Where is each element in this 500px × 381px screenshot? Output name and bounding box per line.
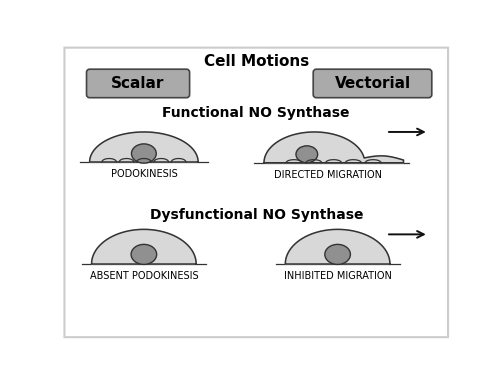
Polygon shape [92,229,196,264]
FancyBboxPatch shape [313,69,432,98]
Polygon shape [90,132,198,162]
Text: INHIBITED MIGRATION: INHIBITED MIGRATION [284,271,392,281]
FancyBboxPatch shape [86,69,190,98]
Polygon shape [264,132,404,163]
Ellipse shape [296,146,318,163]
Text: Vectorial: Vectorial [334,76,410,91]
Ellipse shape [132,144,156,163]
Text: PODOKINESIS: PODOKINESIS [110,169,177,179]
Text: ABSENT PODOKINESIS: ABSENT PODOKINESIS [90,271,198,281]
Text: Cell Motions: Cell Motions [204,54,309,69]
Polygon shape [286,229,390,264]
Ellipse shape [325,244,350,264]
Text: Functional NO Synthase: Functional NO Synthase [162,106,350,120]
Text: Dysfunctional NO Synthase: Dysfunctional NO Synthase [150,208,363,222]
Text: Scalar: Scalar [112,76,165,91]
Text: DIRECTED MIGRATION: DIRECTED MIGRATION [274,170,382,180]
Ellipse shape [131,244,156,264]
